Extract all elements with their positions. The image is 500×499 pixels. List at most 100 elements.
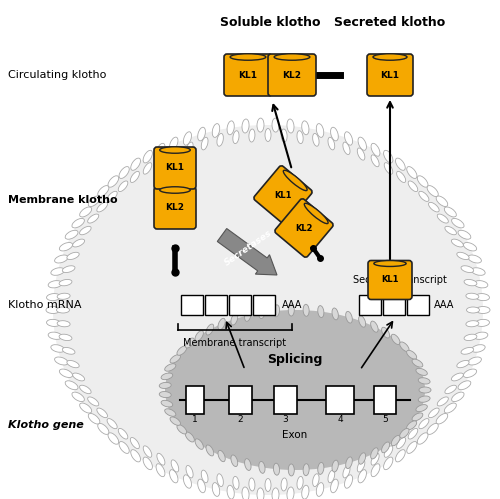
Ellipse shape — [230, 54, 266, 60]
Ellipse shape — [371, 464, 380, 477]
Ellipse shape — [358, 453, 366, 464]
Ellipse shape — [437, 214, 448, 223]
Ellipse shape — [72, 219, 85, 228]
Ellipse shape — [466, 307, 479, 313]
Text: Splicing: Splicing — [268, 353, 322, 366]
Ellipse shape — [65, 381, 78, 390]
Ellipse shape — [60, 243, 72, 251]
Ellipse shape — [164, 409, 176, 416]
Bar — [407, 295, 429, 315]
Ellipse shape — [396, 158, 405, 170]
Ellipse shape — [371, 143, 380, 156]
Ellipse shape — [48, 332, 62, 339]
Ellipse shape — [303, 304, 309, 316]
Ellipse shape — [257, 118, 264, 132]
Ellipse shape — [445, 385, 456, 394]
Text: KL1: KL1 — [382, 275, 399, 284]
Ellipse shape — [57, 321, 70, 327]
Ellipse shape — [316, 483, 324, 497]
Ellipse shape — [312, 474, 319, 487]
Ellipse shape — [304, 203, 328, 224]
Ellipse shape — [160, 187, 190, 193]
Ellipse shape — [198, 127, 205, 141]
Ellipse shape — [88, 397, 99, 406]
Ellipse shape — [257, 488, 264, 499]
Ellipse shape — [164, 364, 176, 371]
Ellipse shape — [384, 150, 393, 163]
Ellipse shape — [88, 196, 100, 207]
Ellipse shape — [452, 219, 464, 228]
FancyArrow shape — [218, 229, 277, 275]
Ellipse shape — [418, 378, 430, 384]
Text: KL1: KL1 — [238, 70, 258, 79]
Text: AAA: AAA — [434, 300, 454, 310]
Ellipse shape — [206, 445, 214, 456]
Ellipse shape — [384, 446, 393, 457]
Ellipse shape — [72, 373, 85, 381]
Ellipse shape — [107, 191, 117, 202]
Ellipse shape — [177, 346, 186, 355]
Ellipse shape — [161, 373, 172, 380]
Ellipse shape — [217, 474, 224, 487]
Ellipse shape — [358, 316, 366, 327]
Bar — [326, 386, 354, 414]
Ellipse shape — [98, 424, 109, 435]
Ellipse shape — [231, 313, 237, 325]
Ellipse shape — [418, 396, 430, 402]
Ellipse shape — [281, 129, 287, 142]
Ellipse shape — [218, 318, 225, 330]
Ellipse shape — [464, 369, 476, 378]
Text: 3: 3 — [282, 416, 288, 425]
Ellipse shape — [358, 148, 365, 160]
Ellipse shape — [406, 350, 416, 359]
Ellipse shape — [218, 451, 225, 462]
Ellipse shape — [384, 163, 393, 174]
Ellipse shape — [186, 432, 194, 442]
Ellipse shape — [303, 464, 309, 476]
Ellipse shape — [206, 324, 214, 335]
Ellipse shape — [80, 227, 91, 235]
Ellipse shape — [62, 347, 75, 354]
Text: Secreted transcript: Secreted transcript — [353, 275, 447, 285]
Ellipse shape — [328, 470, 334, 483]
Ellipse shape — [143, 446, 152, 457]
Ellipse shape — [244, 309, 251, 321]
Ellipse shape — [143, 457, 152, 470]
Ellipse shape — [464, 279, 477, 286]
Ellipse shape — [373, 54, 407, 60]
Ellipse shape — [130, 171, 140, 183]
Text: KL2: KL2 — [166, 204, 184, 213]
Ellipse shape — [344, 475, 352, 488]
Ellipse shape — [445, 227, 456, 235]
Ellipse shape — [419, 387, 431, 393]
Ellipse shape — [184, 475, 192, 488]
Text: KL1: KL1 — [380, 70, 400, 79]
Text: 5: 5 — [382, 416, 388, 425]
Ellipse shape — [46, 319, 60, 326]
Ellipse shape — [119, 167, 129, 179]
Ellipse shape — [212, 124, 220, 137]
Ellipse shape — [274, 463, 280, 475]
Ellipse shape — [80, 403, 92, 413]
Ellipse shape — [195, 439, 203, 450]
Bar — [374, 386, 396, 414]
FancyBboxPatch shape — [254, 166, 312, 225]
Ellipse shape — [457, 360, 469, 368]
Ellipse shape — [171, 148, 178, 160]
Ellipse shape — [316, 124, 324, 137]
Ellipse shape — [118, 181, 128, 192]
Ellipse shape — [408, 181, 418, 192]
Ellipse shape — [419, 419, 429, 429]
Ellipse shape — [472, 345, 485, 352]
Text: 4: 4 — [337, 416, 343, 425]
Ellipse shape — [464, 243, 476, 251]
Ellipse shape — [46, 293, 60, 300]
Ellipse shape — [51, 268, 64, 275]
Ellipse shape — [392, 334, 400, 344]
FancyBboxPatch shape — [275, 199, 333, 257]
Ellipse shape — [165, 310, 425, 470]
Ellipse shape — [227, 121, 234, 135]
Ellipse shape — [452, 373, 464, 381]
Ellipse shape — [287, 487, 294, 499]
Ellipse shape — [468, 255, 481, 263]
